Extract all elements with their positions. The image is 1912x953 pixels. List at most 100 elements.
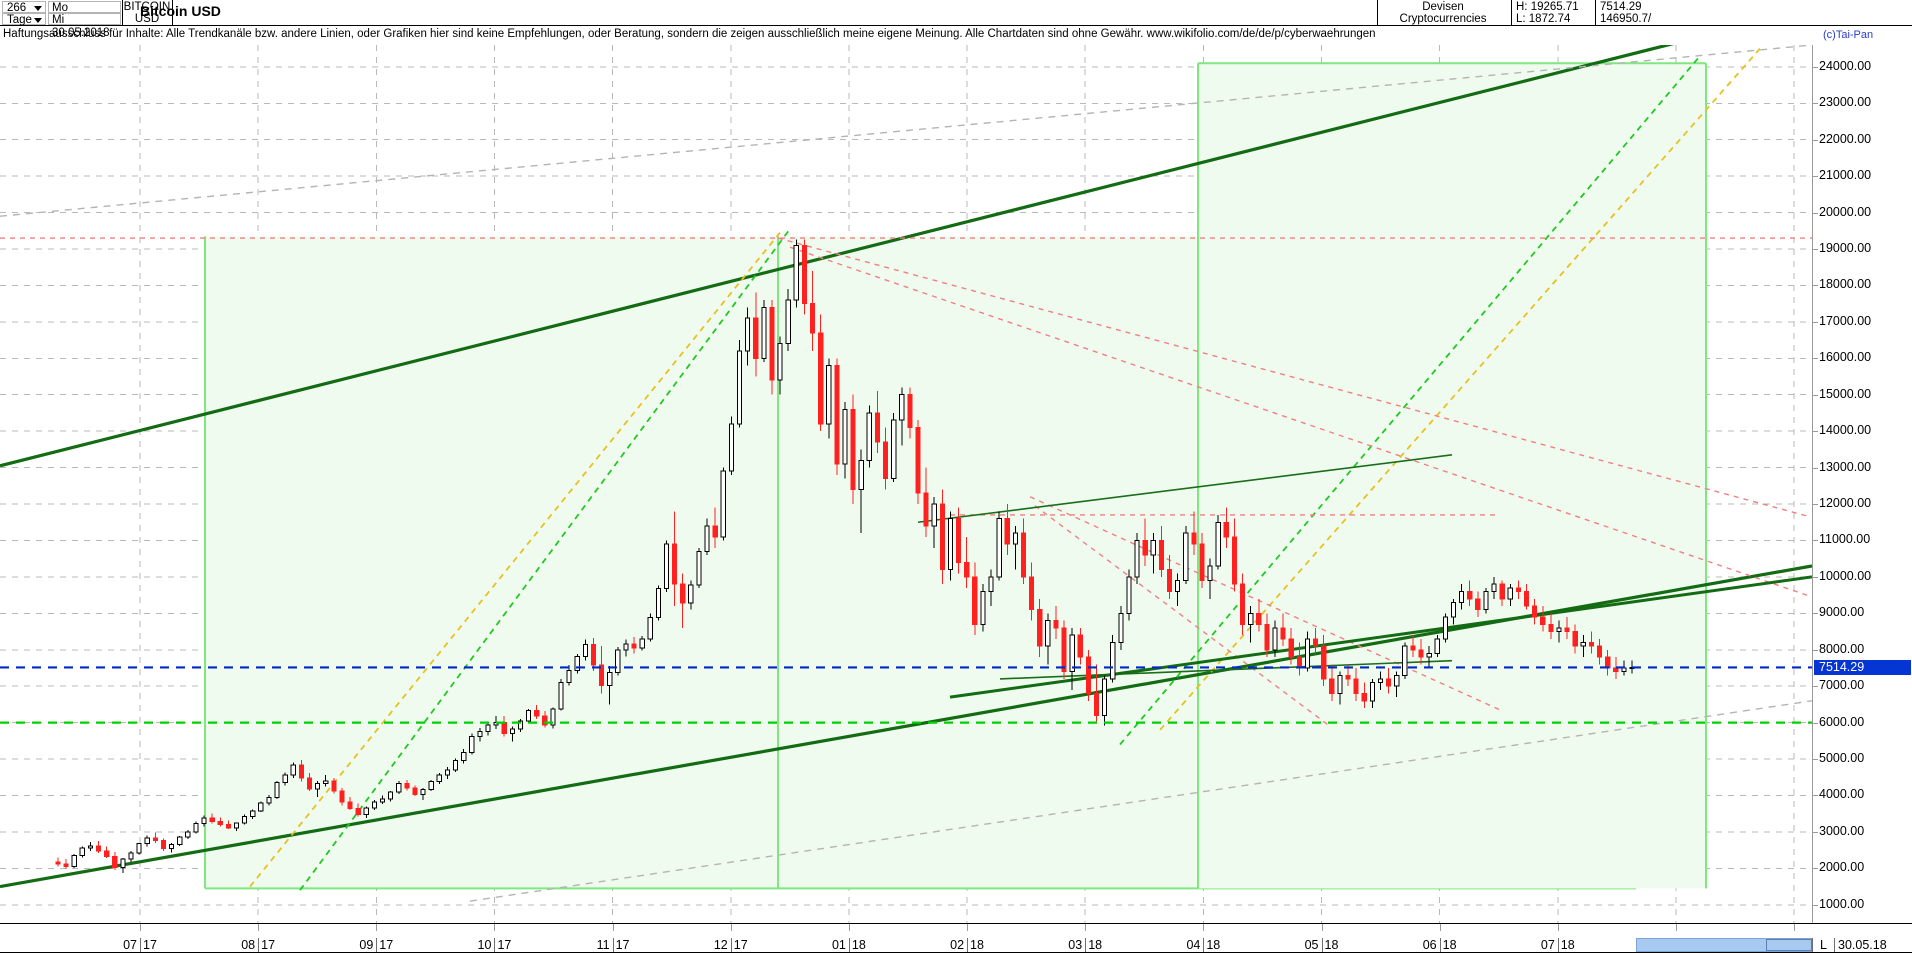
price-tick-label: 21000.00 bbox=[1819, 168, 1872, 183]
price-tick bbox=[1813, 358, 1818, 360]
last-bar-date: 30.05.18 bbox=[1838, 938, 1887, 952]
date-tick-month: 12 bbox=[713, 938, 728, 952]
price-tick-label: 7000.00 bbox=[1819, 678, 1865, 693]
date-tick bbox=[1557, 924, 1559, 931]
date-separator bbox=[1203, 938, 1205, 952]
price-tick-label: 14000.00 bbox=[1819, 423, 1872, 438]
date-tick-year: 17 bbox=[497, 938, 512, 952]
price-tick-label: 11000.00 bbox=[1819, 532, 1871, 547]
date-tick-year: 18 bbox=[1560, 938, 1575, 952]
date-tick bbox=[1203, 924, 1205, 931]
price-tick-label: 22000.00 bbox=[1819, 131, 1872, 146]
price-tick bbox=[1813, 285, 1818, 287]
price-tick-label: 16000.00 bbox=[1819, 350, 1872, 365]
symbol-label: BITCOIN bbox=[123, 1, 171, 13]
last-bar-marker: L bbox=[1820, 938, 1827, 952]
page-title: Bitcoin USD bbox=[140, 3, 221, 19]
price-tick-label: 17000.00 bbox=[1819, 313, 1872, 328]
date-tick-month: 11 bbox=[596, 938, 610, 952]
price-tick-label: 19000.00 bbox=[1819, 241, 1872, 256]
date-tick-year: 17 bbox=[143, 938, 157, 952]
price-tick bbox=[1813, 613, 1818, 615]
price-tick bbox=[1813, 649, 1818, 651]
period-unit-label: Tage bbox=[7, 14, 32, 26]
price-tick-label: 9000.00 bbox=[1819, 605, 1865, 620]
price-tick bbox=[1813, 831, 1818, 833]
date-tick-year: 18 bbox=[1088, 938, 1103, 952]
price-tick bbox=[1813, 759, 1818, 761]
date-tick bbox=[1675, 924, 1677, 931]
toolbar-divider bbox=[172, 0, 173, 26]
price-tick-label: 2000.00 bbox=[1819, 860, 1865, 875]
price-tick-label: 8000.00 bbox=[1819, 641, 1865, 656]
period-value-dropdown[interactable]: 266 bbox=[2, 1, 46, 14]
date-tick bbox=[1794, 924, 1796, 931]
date-tick bbox=[140, 924, 141, 931]
date-tick-year: 18 bbox=[851, 938, 866, 952]
date-to-field[interactable]: Mi 30.05.2018 bbox=[48, 13, 121, 39]
price-tick-label: 15000.00 bbox=[1819, 386, 1872, 401]
copyright-label: (c)Tai-Pan bbox=[1823, 29, 1874, 41]
toolbar-divider bbox=[122, 0, 123, 26]
period-value-label: 266 bbox=[7, 2, 27, 14]
date-tick-month: 07 bbox=[123, 938, 137, 952]
price-tick bbox=[1813, 467, 1818, 469]
currency-label: USD bbox=[134, 13, 160, 25]
chevron-down-icon bbox=[34, 6, 42, 11]
price-tick bbox=[1813, 103, 1818, 105]
date-separator bbox=[494, 938, 496, 952]
date-separator bbox=[1321, 938, 1323, 952]
price-tick bbox=[1813, 686, 1818, 688]
price-tick bbox=[1813, 249, 1818, 251]
date-tick-year: 17 bbox=[733, 938, 748, 952]
price-tick bbox=[1813, 540, 1818, 542]
toolbar-divider bbox=[1377, 0, 1378, 26]
price-tick bbox=[1813, 576, 1818, 578]
price-tick-label: 6000.00 bbox=[1819, 714, 1865, 729]
date-tick-year: 18 bbox=[970, 938, 984, 952]
date-tick-month: 10 bbox=[477, 938, 492, 952]
date-tick bbox=[1439, 924, 1441, 931]
date-from-field[interactable]: Mo 22.05.2017 bbox=[48, 1, 121, 27]
disclaimer-text: Haftungsausschluss für Inhalte: Alle Tre… bbox=[3, 28, 1376, 40]
date-tick-year: 17 bbox=[615, 938, 630, 952]
price-tick-label: 24000.00 bbox=[1819, 58, 1872, 73]
date-separator bbox=[1557, 938, 1559, 952]
price-chart-canvas[interactable] bbox=[0, 45, 1812, 923]
date-separator bbox=[967, 938, 969, 952]
date-tick-year: 18 bbox=[1324, 938, 1339, 952]
date-separator bbox=[1085, 938, 1087, 952]
date-separator bbox=[612, 938, 614, 952]
price-tick-label: 23000.00 bbox=[1819, 95, 1872, 110]
price-tick bbox=[1813, 504, 1818, 506]
price-tick bbox=[1813, 212, 1818, 214]
price-tick bbox=[1813, 321, 1818, 323]
date-tick-month: 03 bbox=[1068, 938, 1083, 952]
date-tick bbox=[848, 924, 850, 931]
price-tick bbox=[1813, 795, 1818, 797]
last-price-value: 7514.29 bbox=[1600, 1, 1642, 13]
date-tick-year: 17 bbox=[379, 938, 394, 952]
date-tick-month: 01 bbox=[831, 938, 846, 952]
candlestick-series bbox=[55, 239, 1635, 873]
date-separator bbox=[140, 938, 141, 952]
date-tick bbox=[612, 924, 614, 931]
price-axis[interactable]: 24000.00 23000.00 22000.00 21000.00 20000.00… bbox=[1812, 45, 1912, 923]
price-tick bbox=[1813, 868, 1818, 870]
price-tick-label: 10000.00 bbox=[1819, 568, 1872, 583]
date-axis[interactable]: 07 17 08 17 09 17 10 17 11 17 12 17 01 18 02 18 03 18 04 18… bbox=[0, 923, 1912, 953]
scrollbar-thumb[interactable] bbox=[1766, 939, 1812, 951]
market-sub-label: Cryptocurrencies bbox=[1399, 13, 1487, 25]
period-unit-dropdown[interactable]: Tage bbox=[2, 13, 46, 26]
date-tick bbox=[730, 924, 732, 931]
date-tick bbox=[967, 924, 969, 931]
price-tick-label: 5000.00 bbox=[1819, 751, 1865, 766]
date-separator bbox=[1812, 938, 1813, 952]
volume-value: 146950.7/ bbox=[1600, 13, 1652, 25]
date-tick-year: 17 bbox=[261, 938, 276, 952]
date-tick bbox=[1321, 924, 1323, 931]
price-tick bbox=[1813, 394, 1818, 396]
date-tick-year: 18 bbox=[1206, 938, 1221, 952]
high-value: H: 19265.71 bbox=[1516, 1, 1579, 13]
